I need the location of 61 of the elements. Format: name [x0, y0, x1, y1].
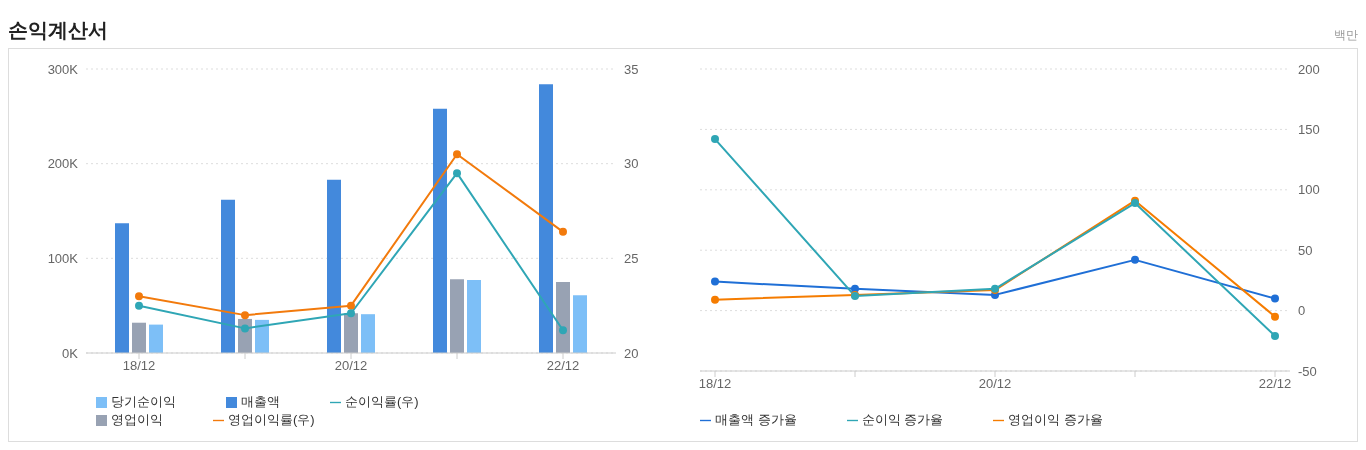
x-tick-label: 22/12	[546, 358, 580, 374]
y-tick-label: 100K	[47, 250, 79, 266]
y2-tick-label: 150	[1298, 122, 1320, 138]
legend-label: 순이익 증가율	[861, 412, 944, 427]
chart-title: 손익계산서	[8, 18, 108, 43]
point	[453, 150, 461, 159]
bar	[467, 280, 481, 353]
point	[1271, 331, 1279, 340]
legend-label: 영업이익률(우)	[228, 412, 315, 427]
y-tick-label: 0K	[62, 345, 79, 361]
bar	[327, 179, 341, 353]
bar	[361, 314, 375, 353]
bar	[573, 295, 587, 353]
y2-tick-label: 100	[1298, 182, 1320, 198]
point	[559, 227, 567, 236]
y-tick-label: 200K	[47, 156, 79, 172]
point	[711, 277, 719, 286]
text: 백만	[1334, 28, 1358, 42]
y2-tick-label: 20	[624, 345, 639, 361]
bar	[115, 223, 129, 353]
y2-tick-label: 50	[1298, 242, 1313, 258]
point	[711, 135, 719, 144]
x-tick-label: 20/12	[978, 376, 1012, 392]
y2-tick-label: 200	[1298, 61, 1320, 77]
legend-label: 당기순이익	[111, 394, 176, 409]
legend-label: 영업이익 증가율	[1008, 412, 1103, 427]
bar	[132, 322, 146, 353]
point	[1271, 294, 1279, 303]
point	[241, 324, 249, 333]
point	[347, 309, 355, 318]
x-tick-label: 18/12	[698, 376, 732, 392]
x-tick-label: 18/12	[122, 358, 156, 374]
y2-tick-label: 35	[624, 61, 639, 77]
bar	[556, 282, 570, 353]
point	[135, 292, 143, 301]
y2-tick-label: 0	[1298, 303, 1306, 319]
y2-tick-label: 30	[624, 156, 639, 172]
x-tick-label: 22/12	[1258, 376, 1292, 392]
bar	[255, 319, 269, 353]
point	[559, 326, 567, 335]
x-tick-label: 20/12	[334, 358, 368, 374]
point	[347, 301, 355, 310]
point	[241, 311, 249, 320]
y2-tick-label: 25	[624, 250, 639, 266]
y-tick-label: 300K	[47, 61, 79, 77]
bar	[149, 324, 163, 353]
point	[135, 301, 143, 310]
bar	[433, 108, 447, 353]
legend-label: 매출액 증가율	[715, 412, 797, 427]
point	[1271, 312, 1279, 321]
legend-label: 매출액	[241, 394, 280, 409]
y2-tick-label: -50	[1298, 363, 1317, 379]
legend-label: 영업이익	[111, 412, 163, 427]
point	[453, 169, 461, 178]
point	[711, 295, 719, 304]
legend-label: 순이익률(우)	[345, 394, 419, 409]
bar	[450, 279, 464, 353]
bar	[344, 313, 358, 353]
point	[1131, 255, 1139, 264]
bar	[539, 84, 553, 353]
bar	[221, 199, 235, 353]
